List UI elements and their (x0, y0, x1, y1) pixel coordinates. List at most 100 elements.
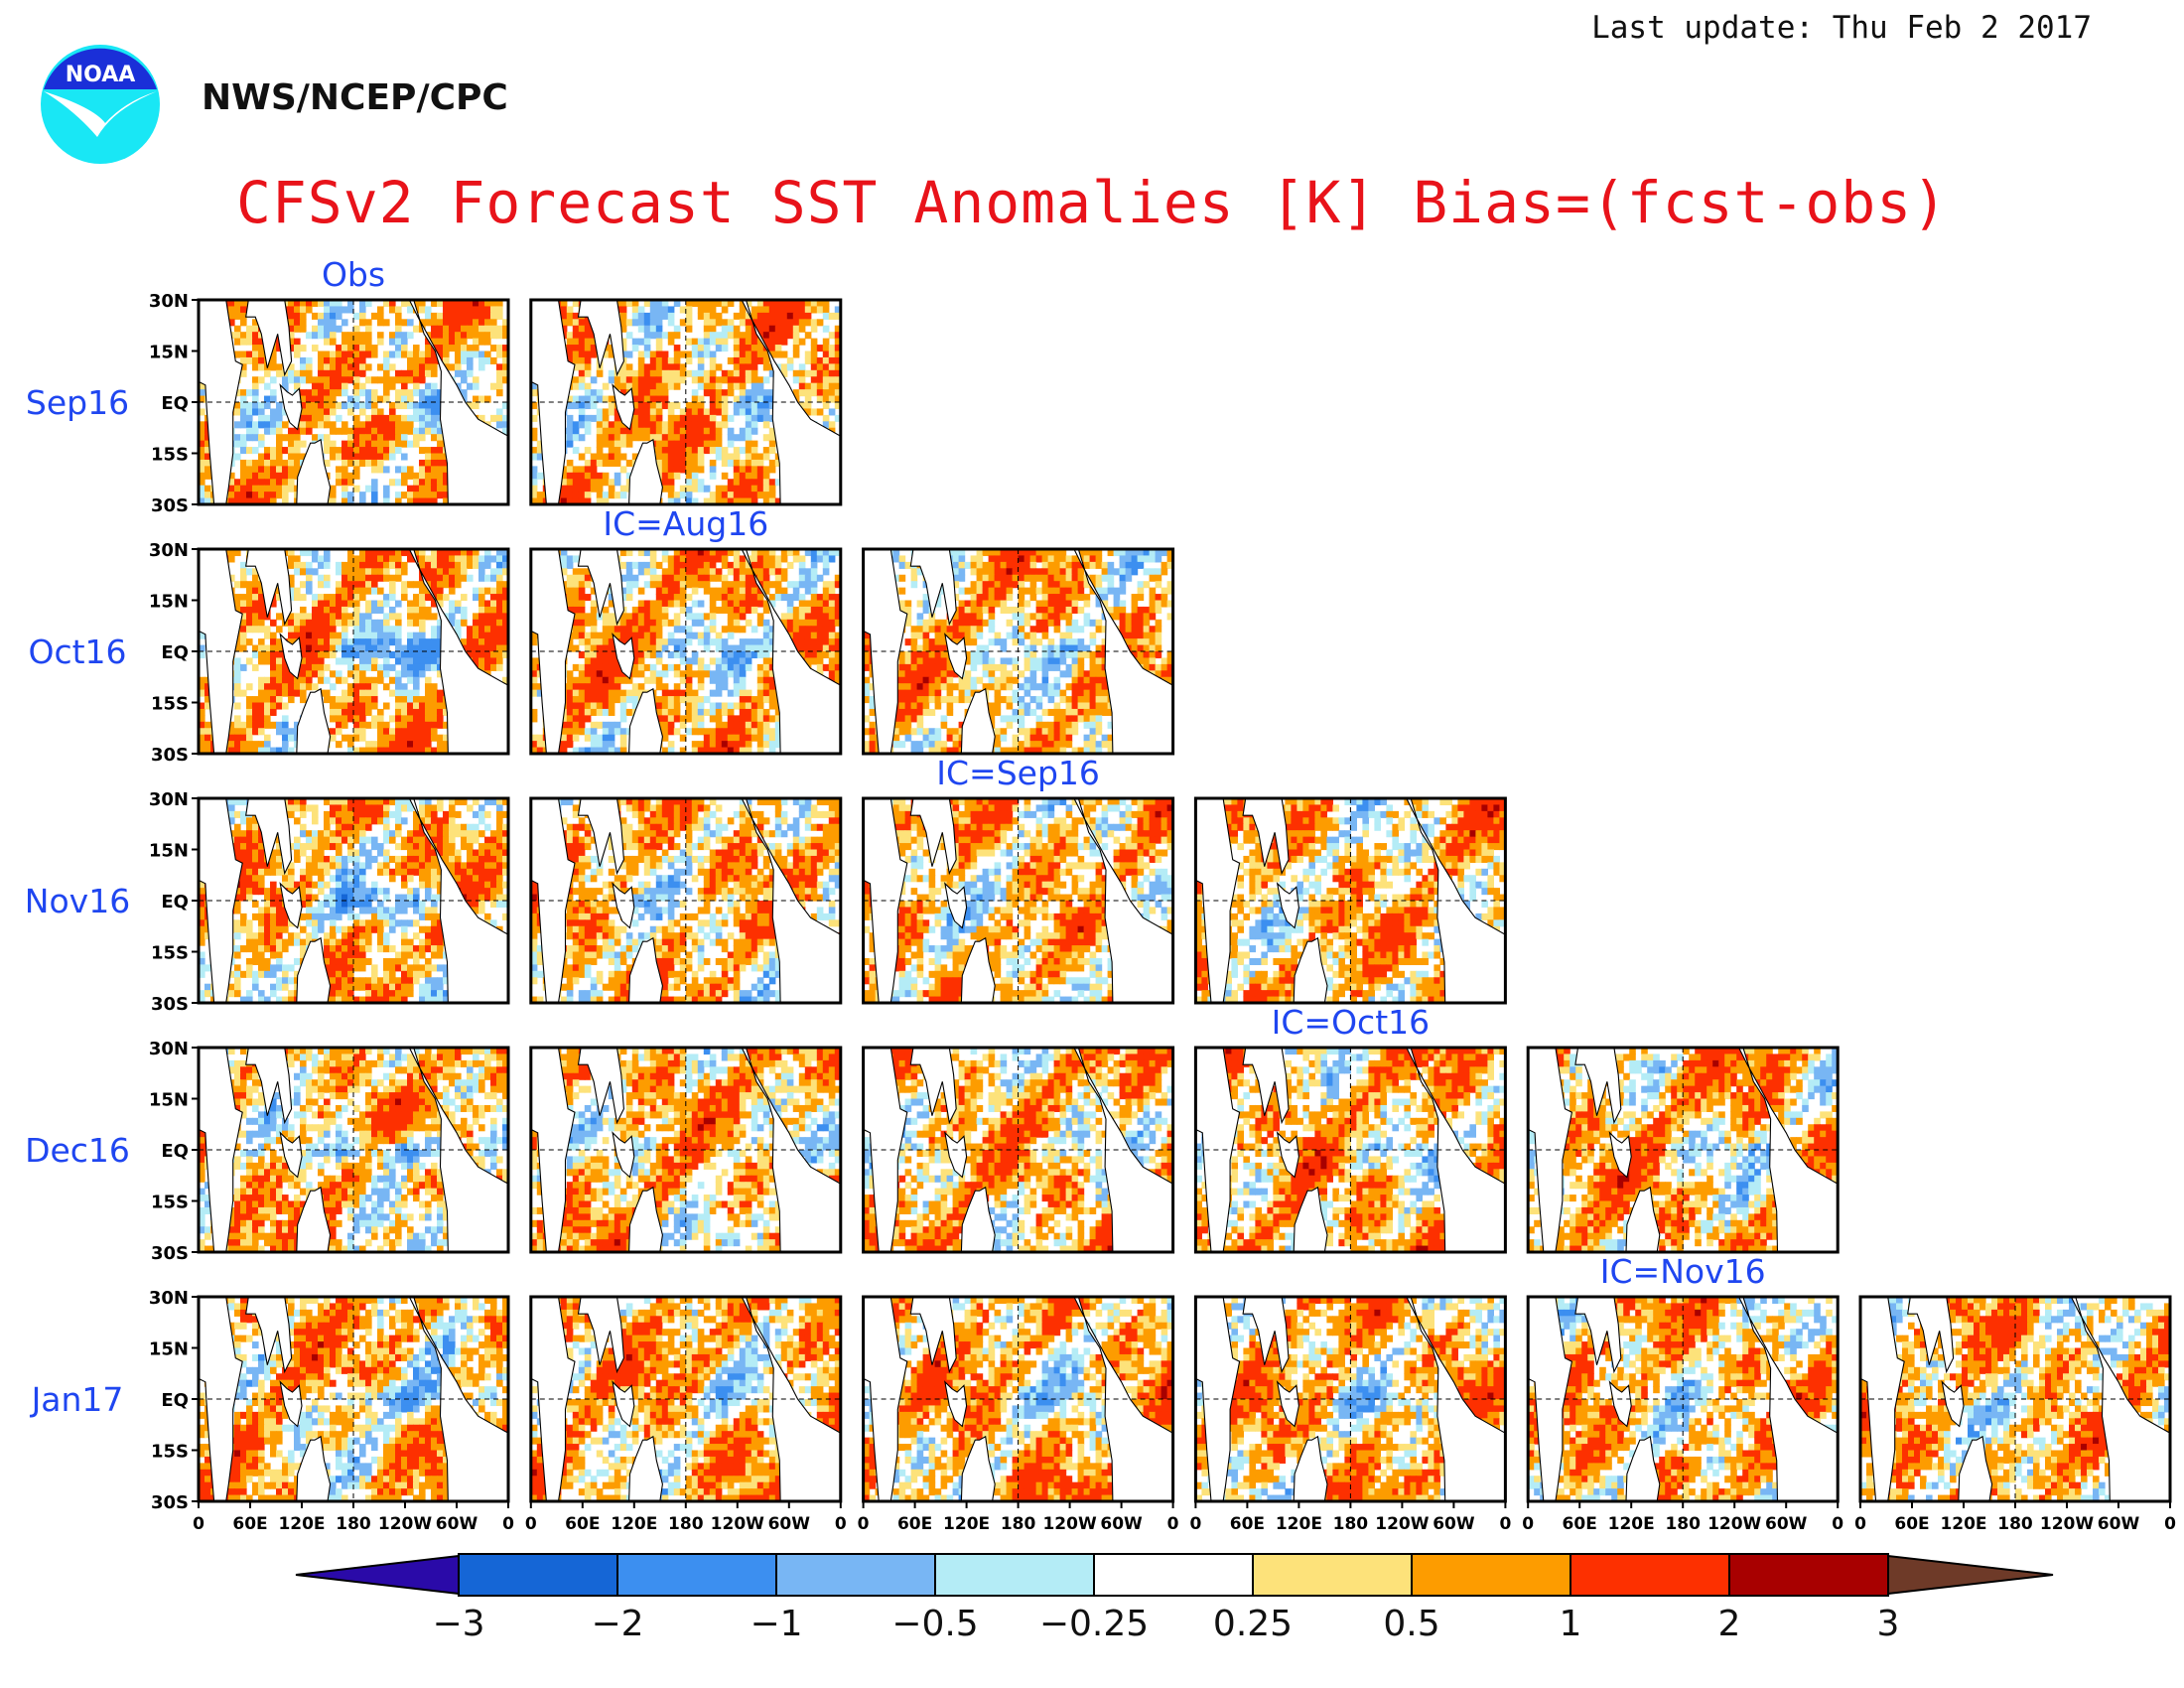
anomaly-cell (566, 708, 574, 716)
anomaly-cell (347, 574, 354, 582)
anomaly-cell (608, 670, 615, 678)
anomaly-cell (389, 447, 396, 455)
anomaly-cell (709, 319, 717, 327)
anomaly-cell (679, 485, 687, 492)
anomaly-cell (655, 574, 663, 582)
anomaly-cell (395, 492, 402, 499)
anomaly-cell (234, 702, 241, 710)
anomaly-cell (584, 497, 592, 504)
anomaly-cell (353, 581, 360, 589)
anomaly-cell (566, 670, 574, 678)
anomaly-cell (252, 613, 259, 621)
anomaly-cell (467, 638, 474, 646)
anomaly-cell (341, 356, 348, 364)
anomaly-cell (697, 721, 705, 729)
anomaly-cell (727, 332, 735, 340)
anomaly-cell (246, 619, 253, 627)
anomaly-cell (768, 459, 776, 467)
anomaly-cell (389, 747, 396, 754)
anomaly-cell (353, 676, 360, 684)
anomaly-cell (312, 644, 319, 652)
anomaly-cell (560, 734, 568, 742)
anomaly-cell (733, 447, 741, 455)
anomaly-cell (264, 479, 271, 487)
anomaly-cell (816, 574, 824, 582)
anomaly-cell (484, 657, 491, 665)
anomaly-cell (473, 561, 479, 569)
anomaly-cell (828, 670, 836, 678)
anomaly-cell (270, 395, 277, 403)
anomaly-cell (395, 638, 402, 646)
anomaly-cell (419, 427, 426, 435)
anomaly-cell (401, 479, 408, 487)
anomaly-cell (661, 613, 669, 621)
anomaly-cell (655, 363, 663, 371)
anomaly-cell (572, 708, 580, 716)
anomaly-cell (407, 613, 414, 621)
anomaly-cell (590, 351, 598, 358)
anomaly-cell (359, 555, 366, 563)
anomaly-cell (715, 300, 723, 308)
anomaly-cell (679, 644, 687, 652)
anomaly-cell (407, 747, 414, 754)
anomaly-cell (637, 613, 645, 621)
anomaly-cell (614, 728, 621, 736)
anomaly-cell (264, 683, 271, 691)
anomaly-cell (449, 619, 456, 627)
anomaly-cell (703, 728, 711, 736)
anomaly-cell (359, 497, 366, 504)
anomaly-cell (637, 356, 645, 364)
anomaly-cell (270, 492, 277, 499)
anomaly-cell (294, 683, 301, 691)
anomaly-cell (336, 479, 342, 487)
anomaly-cell (643, 369, 651, 377)
anomaly-cell (496, 345, 503, 352)
anomaly-cell (739, 472, 747, 480)
anomaly-cell (631, 382, 639, 390)
anomaly-cell (762, 568, 770, 576)
anomaly-cell (578, 626, 586, 633)
anomaly-cell (437, 395, 444, 403)
anomaly-cell (347, 459, 354, 467)
anomaly-cell (810, 587, 818, 595)
anomaly-cell (608, 708, 615, 716)
anomaly-cell (407, 676, 414, 684)
anomaly-cell (745, 312, 752, 320)
anomaly-cell (715, 632, 723, 639)
anomaly-cell (739, 434, 747, 442)
anomaly-cell (431, 702, 438, 710)
anomaly-cell (810, 626, 818, 633)
anomaly-cell (330, 485, 337, 492)
anomaly-cell (467, 345, 474, 352)
anomaly-cell (709, 369, 717, 377)
anomaly-cell (667, 356, 675, 364)
anomaly-cell (828, 356, 836, 364)
anomaly-cell (413, 402, 420, 410)
anomaly-cell (679, 696, 687, 704)
anomaly-cell (341, 338, 348, 346)
anomaly-cell (733, 734, 741, 742)
anomaly-cell (359, 453, 366, 461)
anomaly-cell (425, 479, 432, 487)
anomaly-cell (596, 676, 604, 684)
anomaly-cell (240, 600, 247, 608)
anomaly-cell (359, 581, 366, 589)
anomaly-cell (810, 306, 818, 314)
anomaly-cell (240, 356, 247, 364)
anomaly-cell (834, 663, 841, 671)
anomaly-cell (804, 638, 812, 646)
anomaly-cell (383, 549, 390, 557)
anomaly-cell (431, 492, 438, 499)
anomaly-cell (431, 683, 438, 691)
anomaly-cell (199, 741, 205, 749)
anomaly-cell (691, 395, 699, 403)
anomaly-cell (780, 319, 788, 327)
anomaly-cell (282, 728, 289, 736)
anomaly-cell (774, 351, 782, 358)
anomaly-cell (413, 300, 420, 308)
anomaly-cell (631, 376, 639, 384)
anomaly-cell (359, 702, 366, 710)
anomaly-cell (721, 600, 729, 608)
anomaly-cell (324, 434, 331, 442)
anomaly-cell (572, 728, 580, 736)
